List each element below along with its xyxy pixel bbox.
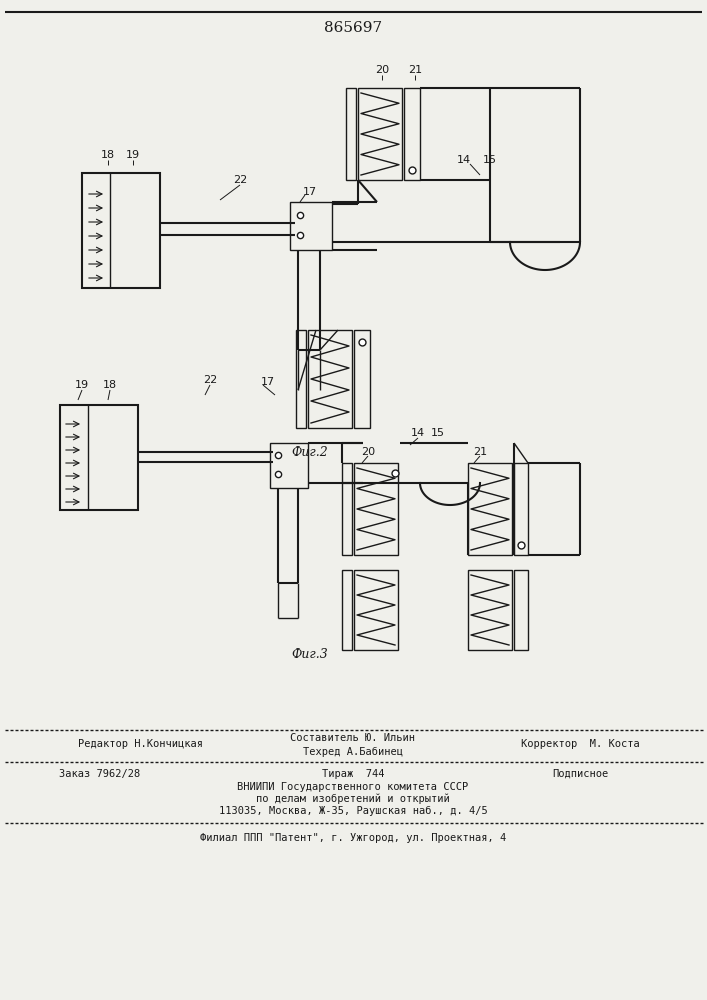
Text: 14: 14: [411, 428, 425, 438]
Text: 20: 20: [361, 447, 375, 457]
Bar: [354, 463, 398, 555]
Bar: [468, 570, 512, 650]
Bar: [354, 570, 398, 650]
Text: Тираж  744: Тираж 744: [322, 769, 384, 779]
Text: 15: 15: [483, 155, 497, 165]
Bar: [514, 570, 528, 650]
Text: 865697: 865697: [324, 21, 382, 35]
Text: 18: 18: [103, 380, 117, 390]
Bar: [342, 570, 352, 650]
Bar: [308, 330, 352, 428]
Text: 113035, Москва, Ж-35, Раушская наб., д. 4/5: 113035, Москва, Ж-35, Раушская наб., д. …: [218, 806, 487, 816]
Text: Корректор  М. Коста: Корректор М. Коста: [520, 739, 639, 749]
Text: ВНИИПИ Государственного комитета СССР: ВНИИПИ Государственного комитета СССР: [238, 782, 469, 792]
Bar: [358, 88, 402, 180]
Text: 15: 15: [431, 428, 445, 438]
Bar: [60, 405, 138, 510]
Text: Техред А.Бабинец: Техред А.Бабинец: [303, 747, 403, 757]
Text: Заказ 7962/28: Заказ 7962/28: [59, 769, 141, 779]
Bar: [514, 463, 528, 555]
Bar: [468, 463, 512, 555]
Text: 22: 22: [233, 175, 247, 185]
Text: Подписное: Подписное: [552, 769, 608, 779]
Bar: [354, 330, 370, 428]
Text: 18: 18: [101, 150, 115, 160]
Text: 21: 21: [408, 65, 422, 75]
Text: 17: 17: [303, 187, 317, 197]
Text: Фиг.3: Фиг.3: [291, 648, 328, 662]
Text: 14: 14: [457, 155, 471, 165]
Text: 21: 21: [473, 447, 487, 457]
Bar: [342, 463, 352, 555]
Bar: [346, 88, 356, 180]
Text: Редактор Н.Кончицкая: Редактор Н.Кончицкая: [78, 739, 202, 749]
Bar: [82, 173, 160, 288]
Bar: [290, 202, 332, 250]
Text: 20: 20: [375, 65, 389, 75]
Bar: [270, 443, 308, 488]
Bar: [404, 88, 420, 180]
Text: 22: 22: [203, 375, 217, 385]
Text: по делам изобретений и открытий: по делам изобретений и открытий: [256, 794, 450, 804]
Text: Филиал ППП "Патент", г. Ужгород, ул. Проектная, 4: Филиал ППП "Патент", г. Ужгород, ул. Про…: [200, 833, 506, 843]
Text: 17: 17: [261, 377, 275, 387]
Text: 19: 19: [75, 380, 89, 390]
Bar: [296, 330, 306, 428]
Text: Составитель Ю. Ильин: Составитель Ю. Ильин: [291, 733, 416, 743]
Text: Фиг.2: Фиг.2: [291, 446, 328, 458]
Text: 19: 19: [126, 150, 140, 160]
